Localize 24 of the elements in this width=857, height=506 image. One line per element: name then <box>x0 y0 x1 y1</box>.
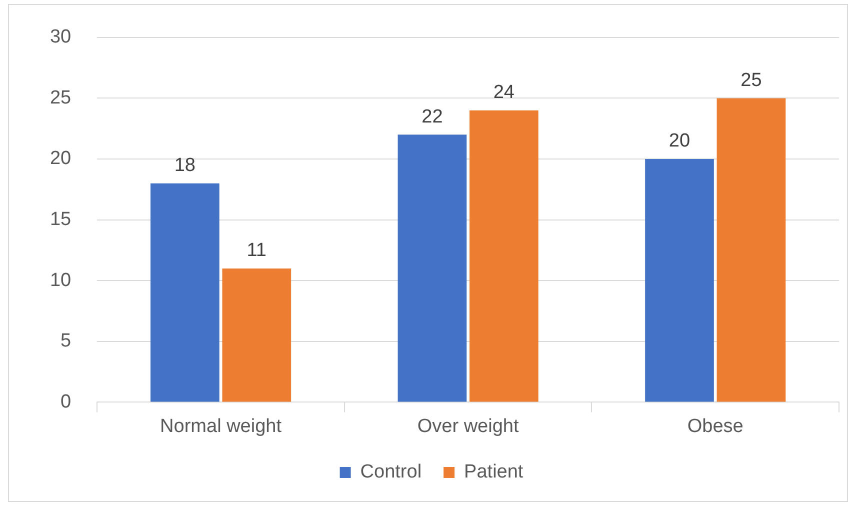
y-tick-label: 20 <box>50 148 72 170</box>
bar <box>222 268 292 402</box>
data-label: 25 <box>740 70 762 91</box>
data-label: 22 <box>422 106 443 128</box>
data-label: 18 <box>174 155 196 176</box>
data-label: 11 <box>246 240 266 262</box>
y-tick-label: 0 <box>60 391 72 412</box>
x-tick-label: Normal weight <box>160 416 282 437</box>
legend-label: Patient <box>464 462 524 483</box>
y-tick-label: 5 <box>60 330 72 352</box>
data-label: 20 <box>668 130 690 152</box>
x-tick-label: Obese <box>687 416 744 437</box>
y-tick-label: 15 <box>50 209 72 230</box>
bar <box>645 159 714 402</box>
bar <box>470 110 538 402</box>
x-tick-label: Over weight <box>417 416 520 437</box>
y-tick-label: 10 <box>50 270 72 291</box>
bar <box>150 183 220 402</box>
bar <box>398 134 467 402</box>
y-tick-label: 30 <box>50 26 72 48</box>
data-label: 24 <box>493 82 515 104</box>
legend-label: Control <box>360 462 422 483</box>
y-tick-label: 25 <box>50 87 72 108</box>
bar <box>716 98 786 402</box>
